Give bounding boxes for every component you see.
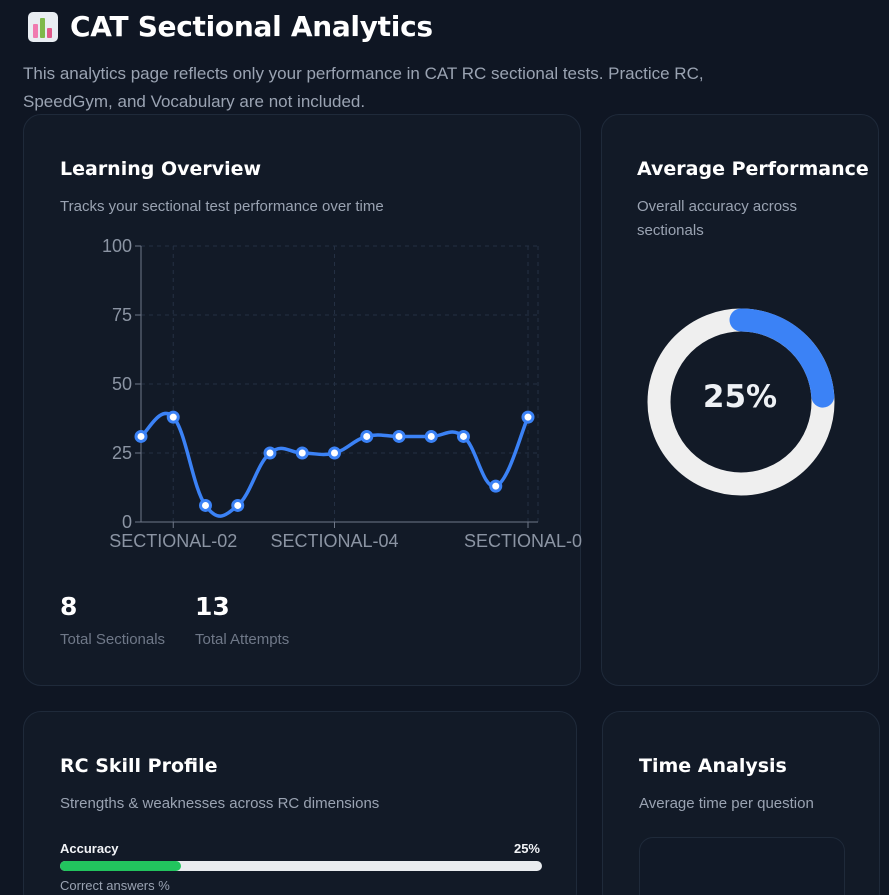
data-point <box>424 429 438 443</box>
average-performance-title: Average Performance <box>637 158 869 180</box>
y-tick-label: 0 <box>122 512 132 532</box>
time-analysis-card: Time Analysis Average time per question <box>602 711 880 895</box>
data-point <box>231 498 245 512</box>
accuracy-donut-chart <box>647 308 835 496</box>
y-tick-label: 75 <box>112 305 132 325</box>
learning-overview-card: Learning Overview Tracks your sectional … <box>23 114 582 686</box>
performance-line-chart: 0 25 50 75 100 SECTIONAL-02 SECTIONAL-04 SECTIO… <box>102 236 582 551</box>
y-tick-label: 25 <box>112 443 132 463</box>
x-tick-label: SECTIONAL-02 <box>109 531 237 551</box>
data-point <box>166 410 180 424</box>
total-attempts-label: Total Attempts <box>195 631 290 648</box>
rc-skill-profile-subtitle: Strengths & weaknesses across RC dimensi… <box>60 795 380 812</box>
data-point <box>457 429 470 443</box>
total-sectionals-value: 8 <box>60 592 78 621</box>
data-point <box>392 429 406 443</box>
data-point <box>295 446 309 460</box>
bar-chart-icon <box>28 11 58 42</box>
accuracy-bar-value: 25% <box>513 841 540 856</box>
data-point <box>360 429 374 443</box>
donut-value-arc <box>647 308 835 496</box>
page-description: This analytics page reflects only your p… <box>23 64 704 111</box>
average-performance-subtitle: Overall accuracy across sectionals <box>637 198 798 239</box>
time-analysis-title: Time Analysis <box>639 755 787 777</box>
learning-overview-title: Learning Overview <box>60 158 262 180</box>
page-title: CAT Sectional Analytics <box>70 10 433 43</box>
y-tick-label: 100 <box>102 236 132 256</box>
rc-skill-profile-card: RC Skill Profile Strengths & weaknesses … <box>23 711 577 895</box>
page-header: CAT Sectional Analytics <box>28 10 433 43</box>
average-performance-card: Average Performance Overall accuracy acr… <box>601 114 879 686</box>
total-attempts-value: 13 <box>195 592 230 621</box>
time-analysis-subtitle: Average time per question <box>639 795 814 812</box>
data-point <box>134 429 148 443</box>
data-point <box>328 446 341 460</box>
accuracy-progress-track <box>60 861 542 871</box>
data-point <box>521 410 535 424</box>
data-point <box>263 446 277 460</box>
accuracy-bar-caption: Correct answers % <box>60 878 170 893</box>
y-tick-label: 50 <box>112 374 132 394</box>
learning-overview-subtitle: Tracks your sectional test performance o… <box>60 198 384 215</box>
data-point <box>489 479 503 493</box>
time-analysis-panel <box>639 837 845 895</box>
data-point <box>199 498 212 512</box>
x-tick-label: SECTIONAL-08 <box>464 531 582 551</box>
accuracy-donut-value: 25% <box>702 379 778 415</box>
accuracy-progress-fill <box>60 861 181 871</box>
accuracy-bar-label: Accuracy <box>60 841 119 856</box>
rc-skill-profile-title: RC Skill Profile <box>60 755 218 777</box>
total-sectionals-label: Total Sectionals <box>60 631 166 648</box>
x-tick-label: SECTIONAL-04 <box>270 531 398 551</box>
